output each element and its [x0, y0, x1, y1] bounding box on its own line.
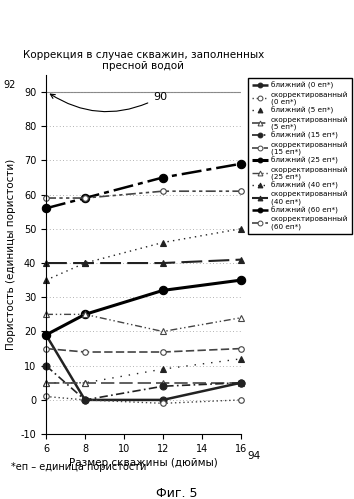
Y-axis label: Пористость (единицы пористости): Пористость (единицы пористости): [6, 159, 16, 350]
Text: Фиг. 5: Фиг. 5: [156, 487, 198, 499]
Text: 92: 92: [3, 80, 16, 90]
Title: Коррекция в случае скважин, заполненных
пресной водой: Коррекция в случае скважин, заполненных …: [23, 50, 264, 71]
Text: *еп – единица пористости: *еп – единица пористости: [11, 462, 146, 472]
X-axis label: Размер скважины (дюймы): Размер скважины (дюймы): [69, 458, 218, 468]
Text: 94: 94: [248, 451, 261, 461]
Text: 90: 90: [50, 92, 167, 112]
Legend: ближний (0 еп*), скорректированный
(0 еп*), ближний (5 еп*), скорректированный
(: ближний (0 еп*), скорректированный (0 еп…: [248, 78, 352, 234]
